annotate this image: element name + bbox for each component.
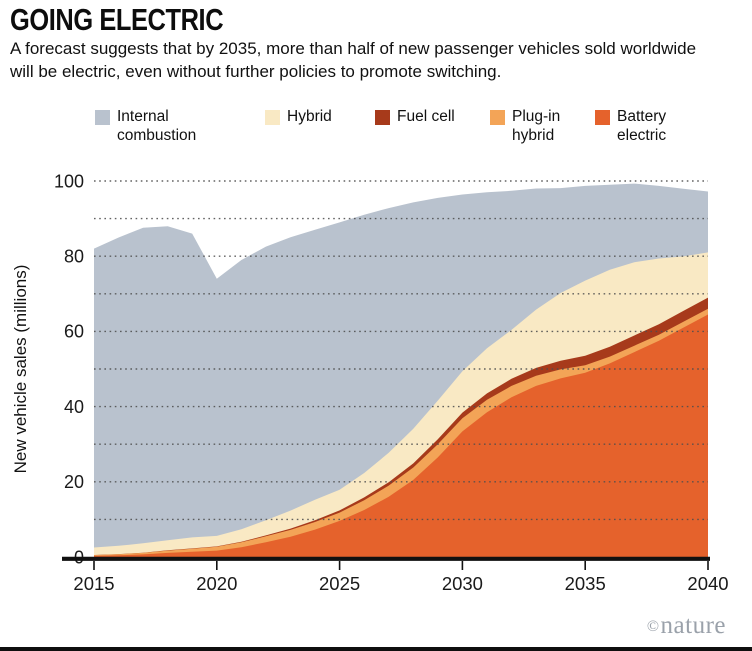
legend-item-fuel-cell: Fuel cell xyxy=(375,108,455,127)
area-battery-electric xyxy=(94,314,708,557)
legend-item-plug-in-hybrid: Plug-in hybrid xyxy=(490,108,598,145)
y-tick-label-80: 80 xyxy=(64,247,84,267)
copyright-icon: © xyxy=(646,618,660,635)
legend-item-battery-electric: Battery electric xyxy=(595,108,703,145)
legend-item-internal-combustion: Internal combustion xyxy=(95,108,203,145)
y-tick-label-60: 60 xyxy=(64,322,84,342)
legend-item-hybrid: Hybrid xyxy=(265,108,332,127)
chart-subtitle: A forecast suggests that by 2035, more t… xyxy=(10,39,697,81)
x-tick-label-2020: 2020 xyxy=(196,573,237,594)
legend-swatch-internal-combustion xyxy=(95,110,110,125)
chart-title: GOING ELECTRIC xyxy=(10,2,224,37)
legend-swatch-battery-electric xyxy=(595,110,610,125)
x-tick-label-2025: 2025 xyxy=(319,573,360,594)
y-tick-label-40: 40 xyxy=(64,397,84,417)
legend-label: Plug-in hybrid xyxy=(512,108,561,144)
legend-swatch-plug-in-hybrid xyxy=(490,110,505,125)
legend-label: Fuel cell xyxy=(397,108,455,125)
bottom-rule xyxy=(0,647,752,651)
x-tick-label-2015: 2015 xyxy=(73,573,114,594)
y-tick-label-100: 100 xyxy=(54,171,84,191)
x-tick-label-2040: 2040 xyxy=(687,573,728,594)
nature-wordmark: nature xyxy=(660,612,726,639)
legend-swatch-fuel-cell xyxy=(375,110,390,125)
x-tick-label-2035: 2035 xyxy=(565,573,606,594)
legend-label: Battery electric xyxy=(617,108,667,144)
y-tick-label-20: 20 xyxy=(64,472,84,492)
x-tick-label-2030: 2030 xyxy=(442,573,483,594)
legend-label: Internal combustion xyxy=(117,108,197,144)
legend-swatch-hybrid xyxy=(265,110,280,125)
y-axis-title: New vehicle sales (millions) xyxy=(11,264,30,474)
nature-credit: ©nature xyxy=(647,612,726,640)
legend: Internal combustion Hybrid Fuel cell Plu… xyxy=(0,108,752,154)
legend-label: Hybrid xyxy=(287,108,332,125)
